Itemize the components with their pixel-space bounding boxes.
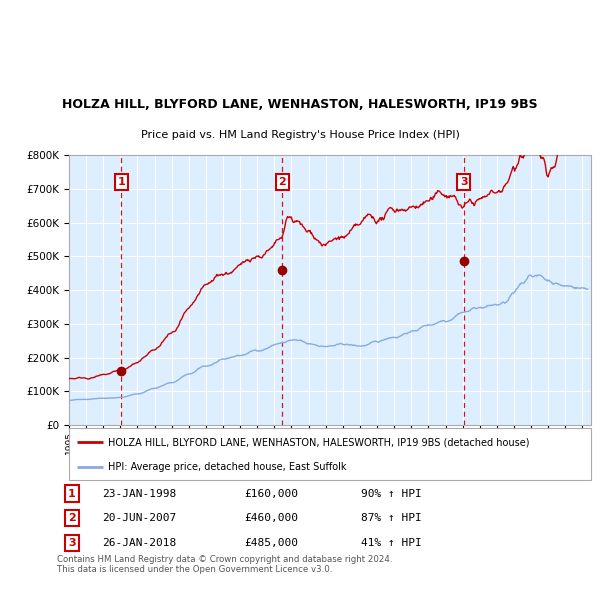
Text: HOLZA HILL, BLYFORD LANE, WENHASTON, HALESWORTH, IP19 9BS: HOLZA HILL, BLYFORD LANE, WENHASTON, HAL… (62, 98, 538, 111)
Text: 26-JAN-2018: 26-JAN-2018 (103, 538, 176, 548)
Text: 3: 3 (68, 538, 76, 548)
Text: £460,000: £460,000 (244, 513, 298, 523)
Text: 1: 1 (118, 177, 125, 187)
Text: 90% ↑ HPI: 90% ↑ HPI (361, 489, 422, 499)
Text: Price paid vs. HM Land Registry's House Price Index (HPI): Price paid vs. HM Land Registry's House … (140, 130, 460, 140)
Text: HOLZA HILL, BLYFORD LANE, WENHASTON, HALESWORTH, IP19 9BS (detached house): HOLZA HILL, BLYFORD LANE, WENHASTON, HAL… (108, 437, 530, 447)
Text: £160,000: £160,000 (244, 489, 298, 499)
Text: 2: 2 (278, 177, 286, 187)
Text: 87% ↑ HPI: 87% ↑ HPI (361, 513, 422, 523)
Text: 3: 3 (460, 177, 467, 187)
Text: £485,000: £485,000 (244, 538, 298, 548)
Text: Contains HM Land Registry data © Crown copyright and database right 2024.
This d: Contains HM Land Registry data © Crown c… (57, 555, 392, 575)
Text: 23-JAN-1998: 23-JAN-1998 (103, 489, 176, 499)
FancyBboxPatch shape (69, 428, 591, 480)
Text: 1: 1 (68, 489, 76, 499)
Text: HPI: Average price, detached house, East Suffolk: HPI: Average price, detached house, East… (108, 462, 347, 472)
Text: 20-JUN-2007: 20-JUN-2007 (103, 513, 176, 523)
Text: 2: 2 (68, 513, 76, 523)
Text: 41% ↑ HPI: 41% ↑ HPI (361, 538, 422, 548)
